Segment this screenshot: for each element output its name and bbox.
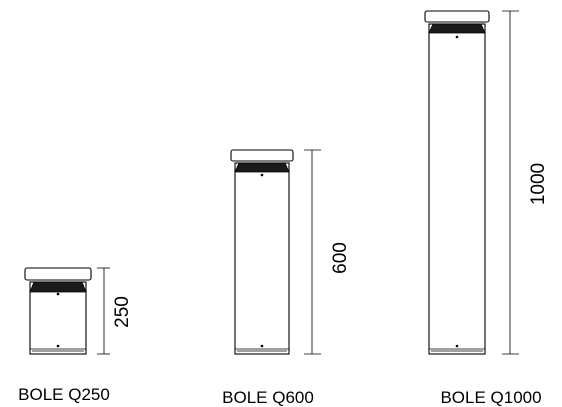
q250-bottom-screw (56, 344, 60, 348)
bollard-q600: 600 BOLE Q600 (222, 149, 351, 407)
q1000-body (428, 23, 486, 355)
q250-height-label: 250 (112, 296, 133, 328)
q1000-bottom-screw (455, 344, 459, 348)
bollard-q1000: 1000 BOLE Q1000 (424, 10, 549, 407)
q1000-head (428, 23, 486, 34)
q600-body (234, 162, 290, 355)
q250-dimension-line (97, 267, 110, 355)
q600-head (234, 162, 290, 173)
q600-height-label: 600 (330, 242, 351, 274)
q250-name-label: BOLE Q250 (18, 385, 110, 404)
q1000-dimension-line (502, 10, 519, 355)
q1000-height-label: 1000 (528, 163, 549, 205)
q600-top-screw (260, 173, 264, 177)
q1000-top-screw (455, 35, 459, 39)
q250-top-screw (56, 292, 60, 296)
q1000-name-label: BOLE Q1000 (440, 388, 541, 407)
q250-head (29, 281, 87, 293)
q600-cap (230, 149, 294, 162)
q600-name-label: BOLE Q600 (222, 388, 314, 407)
bollard-q250: 250 BOLE Q250 (18, 267, 133, 404)
q600-dimension-line (304, 149, 321, 355)
q1000-cap (424, 10, 490, 23)
q250-cap (24, 267, 92, 281)
q600-bottom-screw (260, 344, 264, 348)
